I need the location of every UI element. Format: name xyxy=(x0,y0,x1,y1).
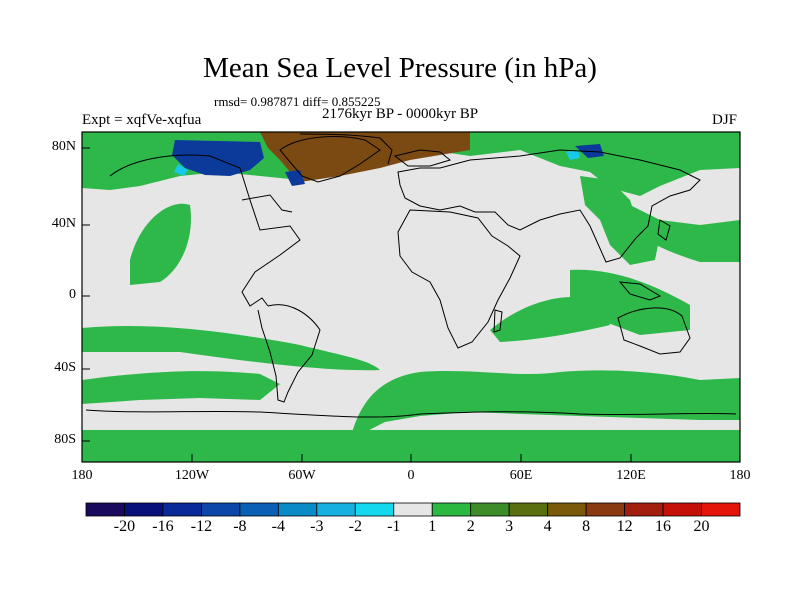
colorbar-swatch xyxy=(162,502,202,517)
colorbar-swatch xyxy=(547,502,587,517)
colorbar-label: -3 xyxy=(310,518,324,535)
anomaly-region xyxy=(490,296,610,342)
lat-label: 80N xyxy=(51,139,76,154)
map-panel xyxy=(81,131,741,463)
period-text: 2176kyr BP - 0000kyr BP xyxy=(322,106,479,122)
anomaly-region xyxy=(130,203,191,285)
colorbar-swatch xyxy=(585,502,625,517)
map-title: Mean Sea Level Pressure (in hPa) xyxy=(203,52,597,84)
colorbar-swatch xyxy=(701,502,741,517)
coastline xyxy=(617,307,691,355)
coastline xyxy=(299,133,393,165)
colorbar-label: 3 xyxy=(505,518,514,535)
coastline xyxy=(493,309,503,333)
anomaly-region xyxy=(172,140,264,176)
colorbar-swatch xyxy=(508,502,549,517)
colorbar-swatch xyxy=(393,502,433,517)
season-label: DJF xyxy=(712,112,738,128)
coastline xyxy=(397,209,521,349)
lon-label: 120W xyxy=(174,468,210,483)
coastline xyxy=(657,219,671,241)
coastline xyxy=(618,281,662,301)
lat-label: 40S xyxy=(54,360,76,375)
colorbar-swatch xyxy=(624,502,664,517)
colorbar-swatch xyxy=(85,502,125,517)
colorbar-label: 16 xyxy=(655,518,672,535)
anomaly-region xyxy=(566,150,580,160)
colorbar-label: -8 xyxy=(233,518,247,535)
anomaly-region xyxy=(580,176,660,265)
coastline xyxy=(397,149,701,263)
anomaly-region xyxy=(260,132,470,182)
coastline xyxy=(109,154,301,307)
lon-label: 60E xyxy=(509,468,533,483)
lon-label: 180 xyxy=(729,468,751,483)
anomaly-region xyxy=(174,164,188,176)
colorbar-label: -12 xyxy=(190,518,213,535)
anomaly-region xyxy=(350,370,740,440)
experiment-label: Expt = xqfVe-xqfua xyxy=(82,112,202,128)
colorbar-label: 4 xyxy=(543,518,552,535)
coastline xyxy=(279,136,381,183)
anomaly-region xyxy=(82,430,740,462)
coastlines xyxy=(85,133,737,418)
colorbar-label: 2 xyxy=(466,518,475,535)
colorbar-label: -16 xyxy=(152,518,174,535)
colorbar-label: -20 xyxy=(113,518,136,535)
anomaly-region xyxy=(82,325,380,371)
lon-label: 0 xyxy=(407,468,415,483)
colorbar-label: 20 xyxy=(693,518,710,535)
coastline xyxy=(393,149,452,167)
stats-text: rmsd= 0.987871 diff= 0.855225 xyxy=(214,94,381,109)
colorbar-label: -4 xyxy=(271,518,285,535)
coastline xyxy=(85,409,737,418)
colorbar-swatch xyxy=(470,502,510,517)
colorbar-swatch xyxy=(201,502,241,517)
anomaly-fills xyxy=(82,132,740,462)
colorbar-label: 8 xyxy=(582,518,591,535)
coastline xyxy=(241,194,293,213)
colorbar-swatch xyxy=(316,502,356,517)
colorbar-swatch xyxy=(239,502,279,517)
lon-label: 180 xyxy=(71,468,93,483)
colorbar-label: -2 xyxy=(348,518,362,535)
anomaly-region xyxy=(82,371,280,404)
lat-label: 40N xyxy=(51,216,76,231)
colorbar-label: 1 xyxy=(428,518,437,535)
colorbar-swatch xyxy=(431,502,472,517)
lon-label: 120E xyxy=(616,468,646,483)
colorbar-label: -1 xyxy=(387,518,401,535)
lat-label: 0 xyxy=(69,287,76,302)
colorbar-swatch xyxy=(124,502,164,517)
lat-label: 80S xyxy=(54,432,76,447)
colorbar-label: 12 xyxy=(616,518,633,535)
colorbar-swatch xyxy=(662,502,702,517)
colorbar xyxy=(85,502,741,517)
colorbar-swatch xyxy=(277,502,318,517)
coastline xyxy=(257,304,321,403)
lon-label: 60W xyxy=(288,468,316,483)
colorbar-swatch xyxy=(354,502,395,517)
